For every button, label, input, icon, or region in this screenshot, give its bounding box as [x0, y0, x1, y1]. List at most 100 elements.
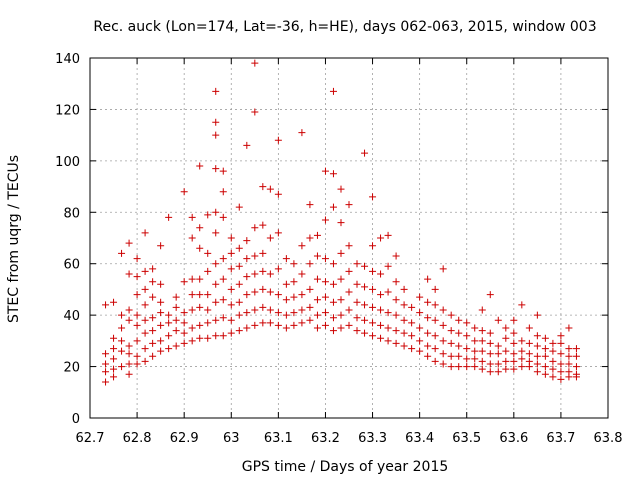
- x-tick-label: 63.7: [546, 431, 575, 446]
- data-point: [133, 255, 141, 263]
- data-point: [212, 316, 220, 324]
- data-point: [329, 170, 337, 178]
- data-point: [353, 260, 361, 268]
- data-point: [478, 357, 486, 365]
- data-point: [290, 309, 298, 317]
- data-point: [494, 350, 502, 358]
- data-point: [196, 224, 204, 232]
- data-point: [196, 334, 204, 342]
- data-point: [455, 352, 463, 360]
- data-point: [266, 234, 274, 242]
- data-point: [502, 357, 510, 365]
- data-point: [102, 360, 110, 368]
- data-point: [416, 293, 424, 301]
- data-point: [235, 244, 243, 252]
- data-point: [243, 273, 251, 281]
- data-point: [533, 332, 541, 340]
- data-point: [219, 188, 227, 196]
- data-point: [518, 363, 526, 371]
- data-point: [431, 285, 439, 293]
- data-point: [243, 237, 251, 245]
- data-point: [439, 337, 447, 345]
- data-point: [447, 327, 455, 335]
- data-point: [392, 327, 400, 335]
- data-point: [306, 285, 314, 293]
- data-point: [400, 316, 408, 324]
- data-point: [227, 301, 235, 309]
- data-point: [118, 347, 126, 355]
- data-point: [392, 278, 400, 286]
- data-point: [510, 357, 518, 365]
- data-point: [361, 283, 369, 291]
- data-point: [274, 136, 282, 144]
- data-point: [259, 249, 267, 257]
- data-point: [392, 252, 400, 260]
- data-point: [219, 213, 227, 221]
- data-point: [118, 363, 126, 371]
- data-point: [141, 316, 149, 324]
- data-point: [494, 342, 502, 350]
- data-point: [572, 363, 580, 371]
- data-point: [424, 342, 432, 350]
- data-point: [141, 345, 149, 353]
- x-tick-label: 62.7: [76, 431, 105, 446]
- data-point: [149, 265, 157, 273]
- data-point: [125, 360, 133, 368]
- data-point: [157, 347, 165, 355]
- data-point: [227, 249, 235, 257]
- data-point: [416, 337, 424, 345]
- data-point: [447, 311, 455, 319]
- data-point: [424, 275, 432, 283]
- data-point: [102, 350, 110, 358]
- data-point: [282, 324, 290, 332]
- data-point: [219, 314, 227, 322]
- data-point: [329, 280, 337, 288]
- data-point: [329, 298, 337, 306]
- data-points: [102, 59, 580, 386]
- data-point: [118, 249, 126, 257]
- data-point: [329, 327, 337, 335]
- x-tick-label: 63: [223, 431, 240, 446]
- data-point: [266, 319, 274, 327]
- data-point: [165, 213, 173, 221]
- data-point: [243, 309, 251, 317]
- data-point: [212, 165, 220, 173]
- x-tick-label: 63.3: [358, 431, 387, 446]
- data-point: [471, 363, 479, 371]
- data-point: [266, 270, 274, 278]
- data-point: [369, 242, 377, 250]
- data-point: [408, 303, 416, 311]
- data-point: [243, 291, 251, 299]
- x-tick-label: 63.1: [264, 431, 293, 446]
- data-point: [565, 345, 573, 353]
- data-point: [259, 267, 267, 275]
- data-point: [525, 357, 533, 365]
- data-point: [549, 373, 557, 381]
- data-point: [549, 365, 557, 373]
- data-point: [337, 324, 345, 332]
- data-point: [447, 339, 455, 347]
- data-point: [431, 316, 439, 324]
- y-tick-label: 80: [63, 206, 80, 221]
- data-point: [361, 149, 369, 157]
- data-point: [212, 87, 220, 95]
- y-axis-label: STEC from uqrg / TECUs: [6, 155, 22, 323]
- data-point: [212, 332, 220, 340]
- data-point: [510, 350, 518, 358]
- data-point: [251, 306, 259, 314]
- data-point: [251, 108, 259, 116]
- data-point: [290, 321, 298, 329]
- data-point: [502, 365, 510, 373]
- data-point: [361, 329, 369, 337]
- data-point: [533, 360, 541, 368]
- data-point: [118, 337, 126, 345]
- data-point: [180, 188, 188, 196]
- data-point: [518, 355, 526, 363]
- data-point: [243, 324, 251, 332]
- data-point: [486, 329, 494, 337]
- data-point: [313, 252, 321, 260]
- data-point: [306, 303, 314, 311]
- data-point: [251, 270, 259, 278]
- data-point: [188, 324, 196, 332]
- data-point: [478, 337, 486, 345]
